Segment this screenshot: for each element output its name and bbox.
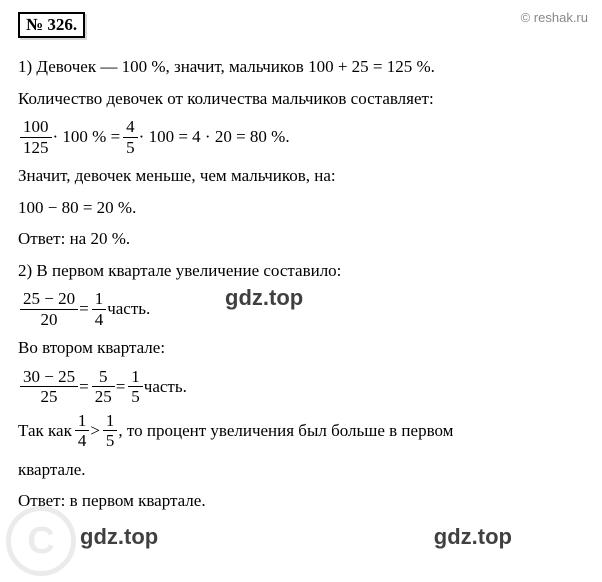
- fraction: 1 5: [128, 367, 143, 407]
- problem-number-box: № 326.: [18, 12, 85, 38]
- numerator: 100: [20, 117, 52, 138]
- numerator: 1: [103, 411, 118, 432]
- numerator: 25 − 20: [20, 289, 78, 310]
- denominator: 5: [103, 431, 118, 451]
- fraction: 30 − 25 25: [20, 367, 78, 407]
- math-text: часть.: [144, 377, 187, 397]
- denominator: 5: [123, 138, 138, 158]
- p2-line3: Так как 1 4 > 1 5 , то процент увеличени…: [18, 411, 584, 451]
- numerator: 30 − 25: [20, 367, 78, 388]
- p1-answer: Ответ: на 20 %.: [18, 226, 584, 252]
- p1-equation1: 100 125 · 100 % = 4 5 · 100 = 4 · 20 = 8…: [18, 117, 584, 157]
- p1-line3: Значит, девочек меньше, чем мальчиков, н…: [18, 163, 584, 189]
- math-text: Так как: [18, 421, 72, 441]
- math-text: =: [116, 377, 126, 397]
- attribution-text: © reshak.ru: [521, 10, 588, 25]
- math-text: · 100 = 4 · 20 = 80 %.: [139, 127, 290, 147]
- numerator: 1: [92, 289, 107, 310]
- fraction: 5 25: [92, 367, 115, 407]
- p1-line4: 100 − 80 = 20 %.: [18, 195, 584, 221]
- denominator: 20: [20, 310, 78, 330]
- fraction: 1 5: [103, 411, 118, 451]
- p1-line1: 1) Девочек — 100 %, значит, мальчиков 10…: [18, 54, 584, 80]
- fraction: 1 4: [75, 411, 90, 451]
- denominator: 4: [75, 431, 90, 451]
- p2-answer: Ответ: в первом квартале.: [18, 488, 584, 514]
- numerator: 1: [128, 367, 143, 388]
- math-text: часть.: [107, 299, 150, 319]
- fraction: 25 − 20 20: [20, 289, 78, 329]
- p2-equation1: 25 − 20 20 = 1 4 часть.: [18, 289, 584, 329]
- math-text: =: [79, 299, 89, 319]
- denominator: 25: [20, 387, 78, 407]
- math-text: =: [79, 377, 89, 397]
- problem-number: № 326.: [26, 15, 77, 34]
- numerator: 1: [75, 411, 90, 432]
- p2-line3c: квартале.: [18, 457, 584, 483]
- denominator: 25: [92, 387, 115, 407]
- math-text: , то процент увеличения был больше в пер…: [118, 421, 453, 441]
- fraction: 4 5: [123, 117, 138, 157]
- p2-equation2: 30 − 25 25 = 5 25 = 1 5 часть.: [18, 367, 584, 407]
- p2-line2: Во втором квартале:: [18, 335, 584, 361]
- p2-line1: 2) В первом квартале увеличение составил…: [18, 258, 584, 284]
- numerator: 5: [92, 367, 115, 388]
- math-text: · 100 % =: [53, 127, 121, 147]
- p1-line2: Количество девочек от количества мальчик…: [18, 86, 584, 112]
- denominator: 125: [20, 138, 52, 158]
- denominator: 5: [128, 387, 143, 407]
- denominator: 4: [92, 310, 107, 330]
- solution-page: № 326. © reshak.ru 1) Девочек — 100 %, з…: [0, 0, 602, 532]
- fraction: 1 4: [92, 289, 107, 329]
- numerator: 4: [123, 117, 138, 138]
- fraction: 100 125: [20, 117, 52, 157]
- math-text: >: [90, 421, 100, 441]
